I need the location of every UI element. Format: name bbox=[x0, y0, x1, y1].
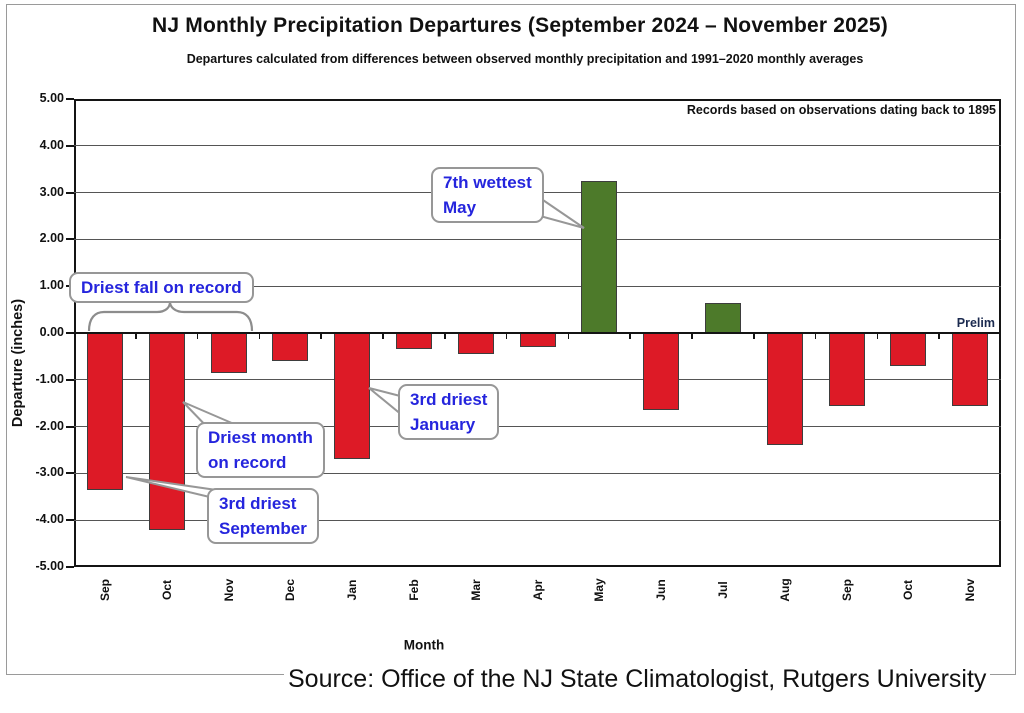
y-tick-label: 5.00 bbox=[39, 91, 64, 105]
y-axis-tick bbox=[66, 144, 74, 147]
y-axis-tick bbox=[66, 191, 74, 194]
x-tick-label: Oct bbox=[159, 579, 174, 601]
x-tick-label: Sep bbox=[839, 578, 854, 602]
callout-driest-month: Driest month on record bbox=[196, 422, 325, 478]
y-tick-label: -5.00 bbox=[35, 559, 65, 573]
category-tick bbox=[196, 333, 199, 339]
chart-title: NJ Monthly Precipitation Departures (Sep… bbox=[151, 14, 888, 37]
category-tick bbox=[629, 333, 631, 339]
prelim-label: Prelim bbox=[956, 316, 995, 330]
zero-axis-line bbox=[74, 332, 1001, 334]
y-axis-tick bbox=[66, 472, 74, 475]
callout-text: on record bbox=[208, 453, 287, 472]
category-tick bbox=[382, 333, 384, 339]
category-tick bbox=[753, 333, 755, 339]
callout-text: September bbox=[219, 519, 307, 538]
y-tick-label: -4.00 bbox=[35, 512, 65, 527]
y-tick-label: 3.00 bbox=[39, 184, 64, 199]
gridline bbox=[74, 426, 1001, 428]
bar-jun-9 bbox=[643, 333, 680, 411]
bar-oct-13 bbox=[890, 333, 927, 366]
bar-mar-6 bbox=[457, 333, 494, 355]
y-tick-label: 2.00 bbox=[39, 231, 64, 246]
x-tick-label: Jul bbox=[715, 581, 730, 599]
y-tick-label: 4.00 bbox=[39, 137, 64, 152]
bar-oct-1 bbox=[148, 333, 185, 530]
callout-text: 7th wettest bbox=[443, 173, 532, 192]
category-tick bbox=[814, 333, 817, 339]
category-tick bbox=[505, 333, 508, 339]
y-axis-tick bbox=[66, 378, 74, 381]
x-tick-label: Aug bbox=[777, 578, 792, 602]
x-tick-label: Mar bbox=[468, 579, 483, 601]
x-tick-label: Jun bbox=[654, 579, 669, 601]
category-tick bbox=[876, 333, 879, 339]
records-note: Records based on observations dating bac… bbox=[686, 103, 996, 117]
gridline bbox=[74, 519, 1001, 521]
y-axis-tick bbox=[66, 566, 74, 568]
x-tick-label: Feb bbox=[406, 579, 421, 601]
category-tick bbox=[567, 333, 570, 339]
y-tick-label: -1.00 bbox=[35, 371, 65, 386]
bar-feb-5 bbox=[395, 333, 432, 350]
callout-driest-fall: Driest fall on record bbox=[69, 272, 254, 303]
source-caption: Source: Office of the NJ State Climatolo… bbox=[284, 665, 991, 694]
callout-text: Driest fall on record bbox=[81, 278, 242, 297]
x-tick-label: Sep bbox=[97, 578, 112, 602]
callout-text: May bbox=[443, 198, 477, 217]
callout-text: 3rd driest bbox=[410, 390, 488, 409]
category-tick bbox=[258, 333, 261, 339]
y-tick-label: -3.00 bbox=[35, 465, 65, 480]
y-axis-tick bbox=[66, 425, 74, 428]
x-tick-label: Dec bbox=[283, 578, 298, 602]
category-tick bbox=[320, 333, 322, 339]
bar-nov-14 bbox=[952, 333, 989, 406]
gridline bbox=[74, 472, 1001, 474]
gridline bbox=[74, 145, 1001, 147]
callout-text: Driest month bbox=[208, 428, 313, 447]
y-axis-tick bbox=[66, 98, 74, 100]
x-tick-label: May bbox=[592, 578, 607, 602]
gridline bbox=[74, 379, 1001, 381]
gridline bbox=[74, 285, 1001, 287]
bar-nov-2 bbox=[210, 333, 247, 373]
y-tick-label: -2.00 bbox=[35, 418, 65, 433]
bar-sep-0 bbox=[86, 333, 123, 490]
x-axis-title: Month bbox=[403, 637, 445, 653]
bar-jul-10 bbox=[704, 302, 741, 333]
callout-text: 3rd driest bbox=[219, 494, 297, 513]
bar-sep-12 bbox=[828, 333, 865, 406]
chart-subtitle: Departures calculated from differences b… bbox=[186, 52, 864, 66]
y-axis-tick bbox=[66, 238, 74, 241]
category-tick bbox=[691, 333, 693, 339]
bar-may-8 bbox=[581, 180, 618, 333]
y-axis-tick bbox=[66, 519, 74, 522]
callout-text: January bbox=[410, 415, 476, 434]
category-tick bbox=[135, 333, 137, 339]
x-tick-label: Nov bbox=[963, 578, 978, 602]
callout-third-driest-september: 3rd driest September bbox=[207, 488, 319, 544]
gridline bbox=[74, 238, 1001, 240]
x-tick-label: Jan bbox=[345, 579, 360, 601]
category-tick bbox=[938, 333, 940, 339]
y-tick-label: 0.00 bbox=[39, 325, 64, 339]
x-tick-label: Nov bbox=[221, 578, 236, 602]
callout-third-driest-january: 3rd driest January bbox=[398, 384, 500, 440]
bar-aug-11 bbox=[766, 333, 803, 446]
x-tick-label: Apr bbox=[530, 579, 545, 601]
x-tick-label: Oct bbox=[901, 579, 916, 601]
y-tick-label: 1.00 bbox=[39, 278, 64, 293]
callout-seventh-wettest-may: 7th wettest May bbox=[431, 167, 544, 223]
category-tick bbox=[444, 333, 446, 339]
bar-apr-7 bbox=[519, 333, 556, 348]
bar-dec-3 bbox=[272, 333, 309, 362]
bar-jan-4 bbox=[334, 333, 371, 460]
y-axis-tick bbox=[66, 332, 74, 334]
y-axis-title: Departure (inches) bbox=[10, 298, 26, 428]
